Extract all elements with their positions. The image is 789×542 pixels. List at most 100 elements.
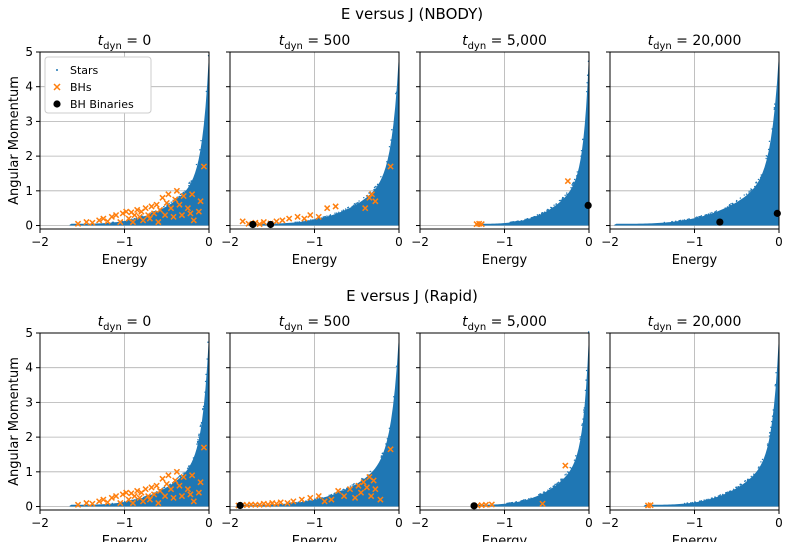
bh-marker: [256, 501, 263, 508]
bh-marker-stroke: [355, 482, 362, 489]
panel-title: tdyn = 20,000: [648, 314, 742, 333]
star-point: [771, 415, 774, 417]
star-point: [570, 467, 573, 470]
bh-marker-stroke: [286, 215, 293, 222]
star-point: [759, 176, 762, 178]
bh-marker-stroke: [187, 210, 194, 217]
bh-marker: [315, 213, 322, 220]
star-point: [750, 475, 752, 478]
bh-marker-stroke: [153, 482, 160, 489]
bh-marker: [165, 191, 172, 198]
bh-marker-stroke: [184, 486, 192, 493]
x-tick-label: 0: [395, 516, 403, 530]
y-axis-label: Angular Momentum: [7, 76, 22, 205]
star-point: [766, 443, 769, 445]
bh-marker-stroke: [273, 218, 280, 225]
stars-density: [246, 53, 399, 226]
bh-marker-stroke: [128, 209, 135, 216]
legend-binary-marker: [53, 100, 61, 108]
bh-marker-stroke: [123, 489, 130, 496]
panel-title: tdyn = 5,000: [462, 314, 547, 333]
star-point: [703, 499, 705, 501]
bh-marker: [123, 208, 130, 215]
star-point: [691, 501, 693, 504]
star-point: [166, 205, 168, 207]
star-point: [142, 496, 145, 499]
star-point: [690, 502, 692, 504]
x-axis-label: Energy: [292, 253, 338, 268]
star-point: [683, 219, 686, 221]
x-tick-label: 0: [775, 516, 783, 530]
bh-marker-stroke: [156, 206, 164, 214]
x-tick-label: −1: [686, 516, 704, 530]
legend: Stars BHs BH Binaries: [44, 56, 152, 114]
x-axis-label: Energy: [482, 534, 528, 542]
star-point: [205, 90, 208, 93]
star-point: [735, 199, 738, 202]
y-tick-label: 4: [25, 80, 33, 94]
star-point: [510, 502, 512, 504]
bh-marker-stroke: [178, 492, 186, 500]
star-point: [711, 211, 713, 214]
star-point: [768, 435, 771, 437]
star-point: [698, 500, 701, 502]
bh-marker-stroke: [96, 498, 103, 505]
bh-marker: [134, 487, 141, 495]
bh-marker-stroke: [104, 499, 111, 506]
bh-marker: [148, 484, 155, 491]
bh-marker-stroke: [387, 163, 394, 170]
star-point: [771, 420, 773, 423]
legend-label: BH Binaries: [70, 98, 134, 111]
star-point: [554, 483, 556, 486]
bh-marker: [159, 194, 166, 201]
bh-marker: [184, 205, 192, 212]
bh-marker: [170, 213, 177, 220]
star-point: [205, 373, 207, 376]
star-point: [288, 502, 291, 504]
star-point: [564, 194, 566, 196]
y-tick-label: 1: [25, 184, 33, 198]
x-tick-label: −1: [306, 235, 324, 249]
star-point: [566, 193, 568, 196]
star-point: [571, 184, 573, 186]
bh-marker: [307, 494, 314, 501]
star-point: [309, 499, 311, 502]
bh-marker-stroke: [346, 486, 354, 493]
star-point: [575, 455, 577, 457]
bh-marker: [562, 462, 569, 469]
bh-marker-stroke: [148, 203, 155, 210]
bh-marker-stroke: [367, 492, 375, 500]
bh-marker: [346, 486, 354, 493]
x-tick-label: −2: [601, 516, 619, 530]
x-tick-label: −2: [221, 516, 239, 530]
bh-marker-stroke: [170, 494, 177, 501]
bh-marker-stroke: [243, 502, 251, 509]
star-point: [204, 391, 206, 393]
bh-marker: [195, 208, 202, 215]
star-point: [732, 488, 735, 490]
bh-marker: [301, 215, 308, 222]
bh-marker: [176, 201, 183, 208]
star-point: [543, 211, 546, 213]
bh-marker-stroke: [307, 211, 314, 219]
star-point: [183, 472, 186, 474]
bh-marker-stroke: [200, 163, 208, 170]
bh-marker-stroke: [264, 501, 272, 508]
star-point: [583, 411, 585, 413]
star-point: [347, 206, 350, 209]
bh-marker: [200, 163, 208, 170]
star-point: [353, 483, 355, 485]
star-point: [714, 211, 716, 213]
bh-marker-stroke: [362, 205, 369, 212]
star-point: [188, 185, 190, 187]
bh-marker-stroke: [564, 177, 572, 185]
bh-marker: [362, 205, 369, 212]
star-point: [380, 176, 382, 178]
star-point: [354, 203, 357, 206]
bh-binary-marker: [470, 502, 478, 510]
bh-marker: [104, 218, 111, 225]
star-point: [686, 502, 689, 504]
star-point: [760, 174, 762, 176]
star-point: [311, 219, 314, 221]
star-point: [338, 211, 340, 214]
